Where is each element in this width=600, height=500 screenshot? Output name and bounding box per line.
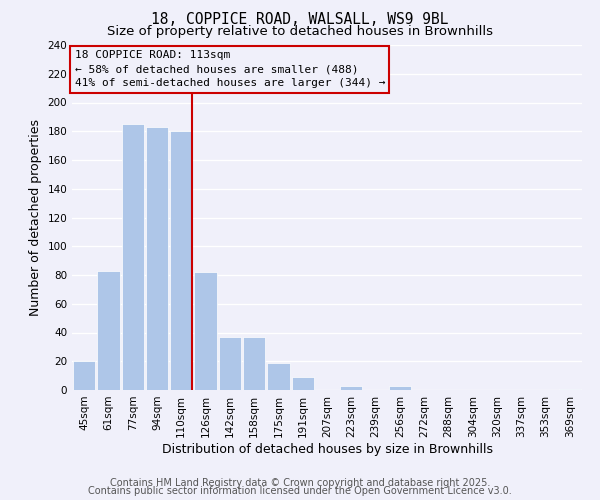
Text: 18, COPPICE ROAD, WALSALL, WS9 9BL: 18, COPPICE ROAD, WALSALL, WS9 9BL: [151, 12, 449, 28]
Bar: [292, 377, 314, 390]
Bar: [194, 272, 217, 390]
Text: Contains public sector information licensed under the Open Government Licence v3: Contains public sector information licen…: [88, 486, 512, 496]
Bar: [267, 362, 290, 390]
Bar: [122, 124, 144, 390]
X-axis label: Distribution of detached houses by size in Brownhills: Distribution of detached houses by size …: [161, 442, 493, 456]
Bar: [559, 388, 581, 390]
Bar: [170, 131, 193, 390]
Bar: [97, 270, 119, 390]
Text: Contains HM Land Registry data © Crown copyright and database right 2025.: Contains HM Land Registry data © Crown c…: [110, 478, 490, 488]
Text: Size of property relative to detached houses in Brownhills: Size of property relative to detached ho…: [107, 25, 493, 38]
Bar: [243, 337, 265, 390]
Bar: [73, 361, 95, 390]
Y-axis label: Number of detached properties: Number of detached properties: [29, 119, 42, 316]
Bar: [389, 386, 411, 390]
Text: 18 COPPICE ROAD: 113sqm
← 58% of detached houses are smaller (488)
41% of semi-d: 18 COPPICE ROAD: 113sqm ← 58% of detache…: [74, 50, 385, 88]
Bar: [340, 386, 362, 390]
Bar: [218, 337, 241, 390]
Bar: [146, 127, 168, 390]
